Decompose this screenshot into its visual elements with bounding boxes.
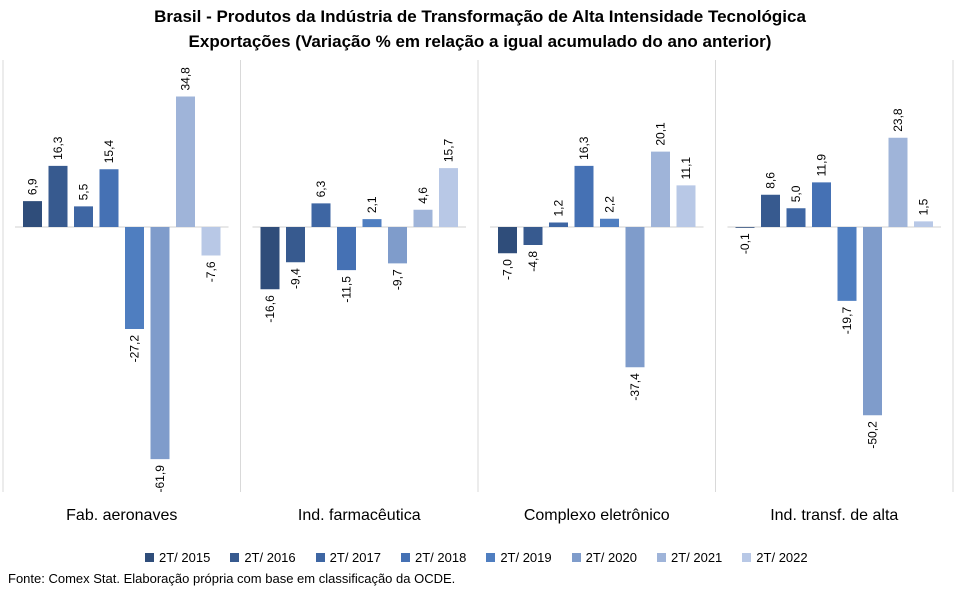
data-label: 34,8 [179,67,193,91]
data-label: -37,4 [628,373,642,401]
bar [150,227,170,460]
bar [651,151,670,227]
bar [74,206,93,227]
data-label: 1,2 [552,199,566,216]
chart-subtitle: Exportações (Variação % em relação a igu… [188,32,772,51]
chart-legend: 2T/ 2015 2T/ 2016 2T/ 2017 2T/ 2018 2T/ 2019… [145,547,935,567]
bar [786,208,806,227]
bar [574,165,594,227]
legend-item: 2T/ 2017 [315,549,381,565]
data-label: 23,8 [891,108,905,132]
data-label: -16,6 [263,295,277,323]
bar [260,227,280,290]
legend-swatch [571,552,581,562]
bar [311,203,331,227]
legend-item: 2T/ 2016 [230,549,296,565]
legend-item: 2T/ 2019 [486,549,552,565]
legend-label: 2T/ 2022 [756,549,808,565]
legend-swatch [486,552,496,562]
data-label: 11,9 [815,154,829,177]
source-note: Fonte: Comex Stat. Elaboração própria co… [8,571,456,586]
data-label: 4,6 [416,187,430,204]
legend-label: 2T/ 2019 [500,549,552,565]
data-label: 5,5 [77,183,91,200]
legend-item: 2T/ 2022 [742,549,808,565]
data-label: 2,2 [603,196,617,213]
legend-swatch [656,552,666,562]
bar [735,227,755,228]
bar [23,201,42,227]
bar [761,194,780,227]
data-label: -50,2 [866,421,880,449]
data-label: 5,0 [789,185,803,202]
bar [600,218,619,227]
bar [201,227,221,256]
data-label: 20,1 [654,122,668,146]
data-label: -27,2 [128,335,142,363]
bar [812,182,831,227]
bar [439,168,458,227]
data-label: 11,1 [679,157,693,180]
bar [176,96,195,227]
bar [362,219,382,227]
data-label: -9,4 [289,268,303,289]
bar [99,169,119,227]
category-label: Complexo eletrônico [524,507,670,524]
data-label: 6,3 [314,180,328,197]
data-label: 15,7 [442,138,456,162]
bar [286,227,305,263]
bar [337,227,356,271]
legend-label: 2T/ 2016 [244,549,296,565]
bar [837,227,857,301]
data-label: -61,9 [153,465,167,493]
legend-label: 2T/ 2015 [159,549,211,565]
data-label: 15,4 [102,140,116,164]
data-label: 8,6 [764,172,778,189]
data-label: -7,6 [204,261,218,282]
bar [48,165,68,227]
category-label: Ind. transf. de alta [770,507,898,524]
legend-item: 2T/ 2020 [571,549,637,565]
data-label: -0,1 [738,233,752,254]
bar [413,209,433,227]
legend-item: 2T/ 2021 [656,549,723,565]
bar [888,137,908,227]
bar-chart: 6,9 16,3 5,5 15,4 -27,2 -61,9 34,8 -7,6 Fab. aer… [2,60,954,524]
legend-label: 2T/ 2021 [670,549,723,565]
bar [676,185,696,227]
data-label: 1,5 [917,198,931,215]
data-label: -7,0 [501,259,515,280]
bar [498,227,517,254]
chart-title: Brasil - Produtos da Indústria de Transf… [154,7,806,26]
data-label: 16,3 [51,136,65,160]
data-label: -11,5 [340,276,354,303]
bar [523,227,543,245]
data-label: 16,3 [577,136,591,160]
legend-swatch [315,552,325,562]
legend-swatch [145,552,154,562]
bar [914,221,933,227]
legend-swatch [742,552,752,562]
category-label: Fab. aeronaves [66,507,177,524]
data-label: -9,7 [391,269,405,290]
data-label: 2,1 [365,196,379,213]
bar [125,227,144,329]
bar [625,227,645,368]
data-label: -19,7 [840,307,854,335]
data-label: 6,9 [26,178,40,195]
legend-label: 2T/ 2018 [414,549,467,565]
data-label: -4,8 [526,251,540,272]
legend-swatch [230,552,240,562]
legend-label: 2T/ 2020 [585,549,637,565]
bar [863,227,882,416]
category-label: Ind. farmacêutica [298,507,421,524]
legend-item: 2T/ 2018 [400,549,467,565]
legend-label: 2T/ 2017 [329,549,381,565]
legend-item: 2T/ 2015 [145,550,210,565]
legend-swatch [400,552,410,562]
bar [388,227,407,264]
bar [549,222,568,227]
